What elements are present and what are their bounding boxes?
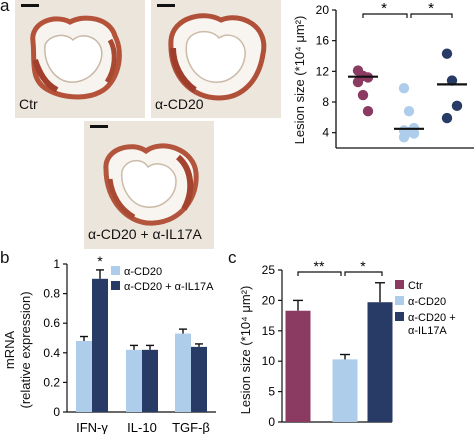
mrna-sig-star: *	[97, 253, 103, 269]
scatter-point	[362, 72, 374, 83]
scatter-y-tick-label: 16	[316, 34, 330, 48]
scale-bar	[21, 4, 39, 7]
panel-b-label: b	[0, 248, 10, 267]
scatter-point	[408, 122, 420, 134]
mrna-y-tick-label: 0.6	[43, 316, 60, 330]
scatter-point	[408, 128, 420, 139]
mrna-legend: α-CD20 α-CD20 + α-IL17A	[111, 266, 214, 293]
legend-label-cd20: α-CD20	[408, 296, 446, 308]
lesion-y-tick-label: 25	[262, 263, 276, 277]
legend-swatch-ctr	[395, 280, 404, 289]
scatter-axes	[335, 10, 474, 149]
mrna-bar	[76, 340, 92, 412]
sig-bracket-cd20-il17a	[344, 271, 383, 276]
scatter-point	[352, 65, 364, 76]
scale-bar	[157, 4, 175, 7]
panel-a-label: a	[0, 0, 10, 15]
scatter-point	[357, 70, 369, 82]
micrograph-cd20-image	[151, 0, 281, 118]
lesion-bar	[285, 310, 311, 422]
mrna-bar	[142, 349, 158, 412]
sig-stars: **	[314, 258, 325, 274]
sig-star: *	[428, 0, 434, 17]
scatter-y-tick-label: 20	[316, 3, 330, 17]
micrograph-ctr: Ctr	[15, 0, 145, 118]
micrograph-cd20-il17a-image	[84, 121, 214, 249]
micrograph-cd20-label: α-CD20	[155, 96, 204, 112]
lesion-bar	[367, 302, 393, 422]
legend-label-cd20-il17a: α-CD20 + α-IL17A	[124, 281, 214, 293]
lesion-y-tick-label: 10	[262, 354, 276, 368]
scatter-point	[352, 76, 364, 88]
mrna-y-tick-label: 1	[53, 257, 60, 271]
micrograph-cd20-il17a: α-CD20 + α-IL17A	[84, 121, 214, 249]
scatter-y-tick-label: 8	[322, 95, 329, 109]
mrna-y-tick-label: 0.2	[43, 375, 60, 389]
mrna-y-label-bottom: (relative expression)	[18, 291, 33, 408]
legend-swatch-cd20	[111, 266, 120, 275]
mrna-bar	[191, 346, 207, 412]
scatter-point	[362, 106, 374, 117]
lesion-y-label: Lesion size (*10⁴ μm²)	[238, 286, 253, 415]
scatter-point	[398, 83, 410, 94]
lesion-y-tick-label: 0	[268, 415, 275, 429]
scale-bar	[90, 125, 108, 128]
lesion-bar	[332, 359, 358, 422]
legend-swatch-cd20	[395, 296, 404, 305]
scatter-y-tick-label: 4	[322, 126, 329, 140]
scatter-point	[357, 89, 369, 101]
sig-bracket-ctr-cd20	[297, 271, 342, 276]
mrna-x-tick-label: TGF-β	[172, 420, 210, 434]
mrna-y-label-top: mRNA	[2, 331, 17, 370]
micrograph-ctr-image	[15, 0, 145, 118]
lesion-y-tick-label: 20	[262, 293, 276, 307]
scatter-point	[441, 48, 453, 59]
mrna-bar	[175, 333, 191, 412]
mrna-y-tick-label: 0	[53, 405, 60, 419]
sig-star: *	[381, 0, 387, 17]
panel-c-label: c	[228, 248, 237, 267]
legend-label-cd20: α-CD20	[124, 266, 162, 278]
scatter-y-axis-label: Lesion size (*10⁴ μm²)	[292, 16, 307, 145]
mrna-bar	[92, 278, 108, 412]
micrograph-cd20-il17a-label: α-CD20 + α-IL17A	[88, 226, 202, 242]
lesion-y-tick-label: 5	[268, 385, 275, 399]
legend-label-cd20-il17a-line2: α-IL17A	[408, 325, 447, 337]
scatter-point	[398, 132, 410, 143]
scatter-point	[403, 106, 415, 117]
mrna-y-tick-label: 0.4	[43, 346, 60, 360]
mrna-x-tick-label: IL-10	[127, 420, 157, 434]
sig-bracket-cd20-il17a	[410, 13, 453, 18]
lesion-legend: Ctr α-CD20 α-CD20 + α-IL17A	[395, 280, 456, 337]
legend-label-ctr: Ctr	[408, 280, 423, 292]
sig-star: *	[360, 258, 366, 274]
scatter-significance-brackets: * *	[362, 0, 453, 18]
lesion-significance-brackets: ** *	[297, 258, 383, 276]
micrograph-cd20: α-CD20	[151, 0, 281, 118]
scatter-point	[451, 100, 463, 112]
sig-bracket-ctr-cd20	[362, 13, 408, 18]
micrograph-ctr-label: Ctr	[19, 96, 38, 112]
scatter-point	[446, 75, 458, 86]
mrna-x-tick-label: IFN-γ	[76, 420, 108, 434]
scatter-point	[398, 125, 410, 136]
scatter-y-tick-label: 12	[316, 64, 330, 78]
legend-swatch-cd20-il17a	[395, 312, 404, 321]
scatter-point	[441, 112, 453, 124]
legend-label-cd20-il17a-line1: α-CD20 +	[408, 312, 456, 324]
legend-swatch-cd20-il17a	[111, 281, 120, 290]
lesion-y-tick-label: 15	[262, 324, 276, 338]
mrna-y-tick-label: 0.8	[43, 287, 60, 301]
scatter-point	[403, 126, 415, 138]
mrna-bar	[126, 349, 142, 412]
